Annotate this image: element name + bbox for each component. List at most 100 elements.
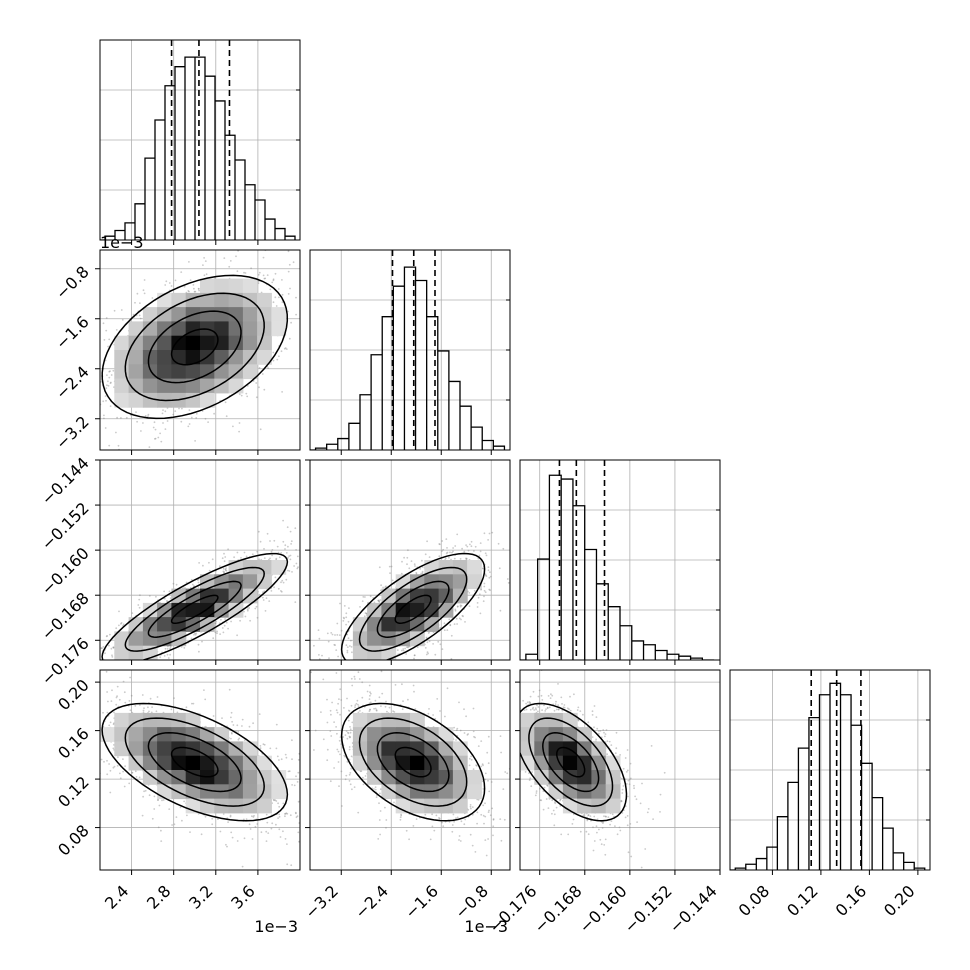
- sample-point: [189, 279, 192, 282]
- sample-point: [463, 550, 466, 553]
- sample-point: [85, 674, 87, 676]
- sample-point: [159, 432, 162, 435]
- density-cell: [200, 278, 215, 294]
- sample-point: [419, 568, 422, 570]
- sample-point: [369, 665, 371, 667]
- sample-point: [295, 296, 297, 299]
- sample-point: [313, 559, 315, 561]
- sample-point: [136, 420, 139, 423]
- sample-point: [270, 590, 273, 592]
- sample-point: [363, 615, 366, 618]
- sample-point: [142, 664, 144, 666]
- sample-point: [116, 764, 119, 767]
- sample-point: [155, 595, 157, 598]
- sample-point: [415, 571, 418, 574]
- sample-point: [365, 612, 368, 615]
- sample-point: [225, 843, 227, 846]
- sample-point: [345, 616, 348, 619]
- sample-point: [378, 566, 381, 569]
- sample-point: [166, 600, 168, 602]
- sample-point: [286, 526, 289, 529]
- sample-point: [468, 605, 471, 607]
- sample-point: [53, 718, 55, 720]
- sample-point: [161, 412, 164, 415]
- sample-point: [157, 436, 160, 439]
- sample-point: [119, 662, 121, 664]
- sample-point: [473, 589, 476, 592]
- density-cell: [128, 392, 144, 408]
- sample-point: [78, 343, 80, 345]
- sample-point: [384, 586, 387, 588]
- sample-point: [131, 612, 134, 614]
- density-cell: [171, 602, 187, 618]
- sample-point: [288, 570, 291, 572]
- density-cell: [200, 335, 215, 351]
- sample-point: [281, 293, 284, 296]
- sample-point: [453, 557, 456, 560]
- sample-point: [197, 287, 200, 290]
- sample-point: [111, 654, 113, 657]
- sample-point: [236, 840, 239, 842]
- sample-point: [106, 711, 109, 714]
- sample-point: [113, 309, 116, 312]
- sample-point: [485, 554, 488, 557]
- sample-point: [51, 710, 53, 712]
- sample-point: [313, 689, 315, 691]
- sample-point: [139, 317, 142, 320]
- sample-point: [421, 559, 423, 562]
- sample-point: [108, 376, 111, 379]
- sample-point: [434, 653, 437, 656]
- sample-point: [211, 558, 214, 561]
- density-cell: [257, 292, 272, 308]
- sample-point: [427, 652, 429, 655]
- sample-point: [169, 597, 172, 599]
- sample-point: [163, 590, 166, 593]
- sample-point: [136, 664, 138, 666]
- sample-point: [288, 555, 290, 557]
- sample-point: [138, 314, 141, 317]
- sample-point: [255, 382, 258, 384]
- sample-point: [373, 601, 376, 604]
- sample-point: [202, 264, 204, 266]
- sample-point: [126, 665, 128, 667]
- sample-point: [256, 550, 259, 553]
- sample-point: [272, 278, 275, 281]
- panel-1-1: [309, 249, 511, 455]
- sample-point: [359, 606, 361, 608]
- sample-point: [222, 570, 225, 573]
- sample-point: [448, 618, 451, 621]
- sample-point: [164, 428, 167, 430]
- sample-point: [117, 444, 120, 447]
- density-cell: [381, 645, 397, 660]
- sample-point: [92, 656, 94, 658]
- sample-point: [198, 562, 201, 564]
- sample-point: [439, 643, 442, 646]
- sample-point: [340, 629, 343, 632]
- sample-point: [297, 566, 299, 569]
- density-cell: [142, 617, 158, 632]
- sample-point: [145, 665, 147, 667]
- sample-point: [305, 804, 307, 806]
- sample-point: [318, 637, 321, 640]
- sample-point: [275, 723, 278, 726]
- density-cell: [228, 364, 244, 380]
- sample-point: [262, 274, 265, 277]
- sample-point: [221, 557, 224, 560]
- sample-point: [304, 546, 306, 548]
- sample-point: [191, 583, 194, 586]
- sample-point: [172, 582, 175, 585]
- histogram-step: [520, 474, 715, 660]
- density-cell: [128, 335, 144, 351]
- sample-point: [303, 313, 305, 315]
- sample-point: [459, 604, 462, 607]
- density-cell: [424, 588, 440, 604]
- sample-point: [361, 600, 364, 603]
- sample-point: [380, 584, 382, 587]
- panel-frame: [99, 249, 301, 451]
- sample-point: [89, 657, 91, 659]
- density-cell: [157, 321, 172, 337]
- sample-point: [278, 355, 280, 358]
- sample-point: [106, 635, 108, 637]
- sample-point: [326, 632, 329, 635]
- density-cell: [257, 335, 272, 351]
